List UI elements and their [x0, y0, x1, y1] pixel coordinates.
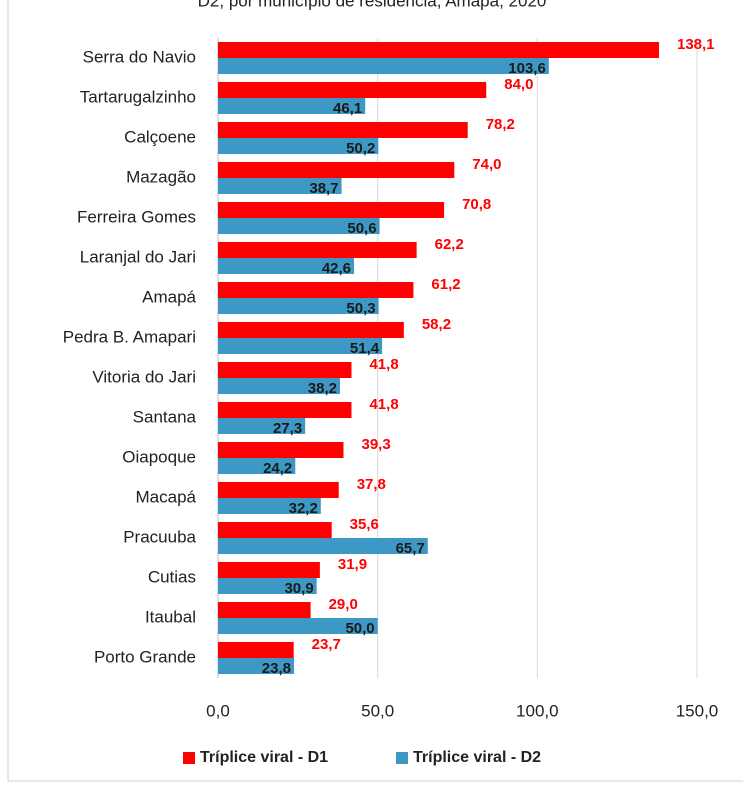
bar [218, 218, 380, 234]
x-tick-label: 0,0 [206, 701, 230, 720]
y-tick-label: Laranjal do Jari [80, 247, 196, 266]
data-label: 41,8 [369, 356, 398, 373]
y-tick-label: Calçoene [124, 127, 196, 146]
bar [218, 362, 352, 378]
data-label: 37,8 [357, 476, 386, 493]
data-label: 62,2 [435, 236, 464, 253]
bar [218, 618, 378, 634]
y-tick-label: Serra do Navio [83, 47, 196, 66]
data-label: 38,7 [309, 180, 338, 197]
legend-label: Tríplice viral - D1 [200, 749, 328, 766]
bar [218, 298, 379, 314]
bar [218, 138, 379, 154]
data-label: 84,0 [504, 76, 533, 93]
bar [218, 258, 355, 274]
data-label: 23,8 [262, 660, 291, 677]
y-tick-label: Pracuuba [123, 527, 196, 546]
x-tick-label: 100,0 [516, 701, 559, 720]
bar [218, 242, 417, 258]
data-label: 46,1 [333, 100, 362, 117]
data-label: 103,6 [508, 60, 546, 77]
data-label: 58,2 [422, 316, 451, 333]
y-tick-label: Mazagão [126, 167, 196, 186]
legend-swatch [396, 752, 408, 764]
bar [218, 578, 317, 594]
data-label: 24,2 [263, 460, 292, 477]
data-label: 50,6 [347, 220, 376, 237]
y-tick-label: Ferreira Gomes [77, 207, 196, 226]
data-label: 41,8 [369, 396, 398, 413]
data-label: 50,0 [345, 620, 374, 637]
data-label: 38,2 [308, 380, 337, 397]
bar [218, 178, 342, 194]
data-label: 32,2 [289, 500, 318, 517]
bar [218, 122, 468, 138]
y-tick-label: Tartarugalzinho [80, 87, 196, 106]
y-tick-label: Macapá [136, 487, 197, 506]
data-label: 23,7 [312, 636, 341, 653]
bar [218, 162, 455, 178]
x-tick-label: 150,0 [676, 701, 719, 720]
data-label: 70,8 [462, 196, 491, 213]
bar [218, 378, 340, 394]
data-label: 35,6 [350, 516, 379, 533]
data-label: 78,2 [486, 116, 515, 133]
y-tick-label: Porto Grande [94, 647, 196, 666]
bar [218, 402, 352, 418]
bar [218, 538, 428, 554]
data-label: 30,9 [284, 580, 313, 597]
data-label: 138,1 [677, 36, 715, 53]
data-label: 65,7 [396, 540, 425, 557]
bar [218, 58, 549, 74]
legend-label: Tríplice viral - D2 [413, 749, 541, 766]
data-label: 31,9 [338, 556, 367, 573]
y-tick-label: Amapá [142, 287, 196, 306]
data-label: 61,2 [431, 276, 460, 293]
data-label: 50,3 [346, 300, 375, 317]
bar [218, 202, 445, 218]
bar [218, 458, 296, 474]
data-label: 39,3 [361, 436, 390, 453]
bar [218, 498, 321, 514]
bar [218, 42, 659, 58]
bar [218, 522, 332, 538]
bar [218, 322, 404, 338]
bar [218, 338, 383, 354]
bar [218, 482, 339, 498]
bar [218, 562, 320, 578]
bar [218, 282, 414, 298]
data-label: 29,0 [329, 596, 358, 613]
bar [218, 442, 344, 458]
y-tick-label: Vitoria do Jari [92, 367, 196, 386]
data-label: 50,2 [346, 140, 375, 157]
bar [218, 658, 295, 674]
x-tick-label: 50,0 [361, 701, 394, 720]
bar [218, 98, 366, 114]
data-label: 27,3 [273, 420, 302, 437]
chart-border [7, 0, 743, 782]
y-tick-label: Cutias [148, 567, 196, 586]
y-tick-label: Oiapoque [122, 447, 196, 466]
bar [218, 82, 487, 98]
data-label: 42,6 [322, 260, 351, 277]
legend-swatch [183, 752, 195, 764]
data-label: 51,4 [350, 340, 380, 357]
chart-title: D2, por município de residência, Amapá, … [198, 0, 547, 10]
y-tick-label: Santana [133, 407, 197, 426]
data-label: 74,0 [472, 156, 501, 173]
y-tick-label: Pedra B. Amapari [63, 327, 196, 346]
bar [218, 602, 311, 618]
y-tick-label: Itaubal [145, 607, 196, 626]
bar [218, 642, 294, 658]
bar [218, 418, 306, 434]
